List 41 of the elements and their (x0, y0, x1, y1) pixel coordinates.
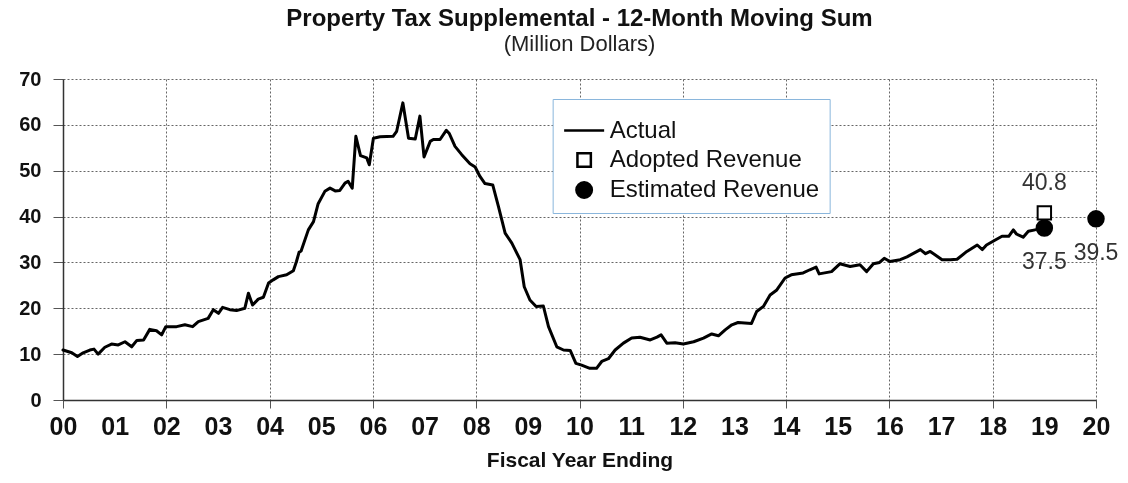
y-tick-label: 20 (19, 296, 42, 319)
point (1036, 205, 1053, 221)
data-label: 37.5 (1021, 248, 1067, 275)
point (1087, 210, 1105, 228)
legend-label: Adopted Revenue (609, 145, 802, 172)
x-tick-label: 03 (204, 411, 233, 440)
x-tick-label: 20 (1082, 411, 1111, 440)
y-tick-label: 0 (30, 388, 42, 411)
x-axis-title: Fiscal Year Ending (486, 447, 674, 471)
y-tick-label: 60 (19, 113, 42, 136)
x-tick-label: 08 (462, 411, 491, 440)
x-tick-label: 07 (411, 411, 439, 440)
x-tick-label: 16 (875, 411, 904, 440)
x-tick-label: 05 (307, 411, 336, 440)
chart-subtitle: (Million Dollars) (503, 31, 656, 56)
point (1035, 219, 1054, 237)
x-tick-label: 13 (721, 411, 749, 440)
x-tick-label: 04 (256, 411, 285, 440)
x-tick-label: 11 (618, 411, 645, 440)
x-tick-label: 00 (49, 411, 78, 440)
legend-label: Estimated Revenue (609, 175, 820, 202)
y-tick-label: 30 (19, 250, 42, 273)
x-tick-label: 19 (1030, 411, 1059, 440)
x-tick-label: 09 (514, 411, 543, 440)
data-label: 40.8 (1021, 168, 1067, 195)
x-tick-label: 14 (772, 411, 801, 440)
y-tick-label: 10 (19, 342, 42, 365)
y-tick-label: 40 (19, 205, 42, 228)
x-tick-label: 06 (359, 411, 388, 440)
x-tick-label: 12 (669, 411, 698, 440)
data-label: 39.5 (1073, 238, 1119, 265)
x-tick-label: 18 (979, 411, 1008, 440)
x-tick-label: 17 (927, 411, 956, 440)
x-tick-label: 15 (824, 411, 853, 440)
legend-label: Actual (609, 115, 677, 143)
x-tick-label: 01 (101, 411, 130, 440)
y-tick-label: 70 (19, 67, 42, 90)
x-tick-label: 10 (566, 411, 594, 440)
chart-title: Property Tax Supplemental - 12-Month Moving Sum (286, 4, 873, 31)
y-tick-label: 50 (19, 159, 42, 182)
x-tick-label: 02 (152, 411, 181, 440)
